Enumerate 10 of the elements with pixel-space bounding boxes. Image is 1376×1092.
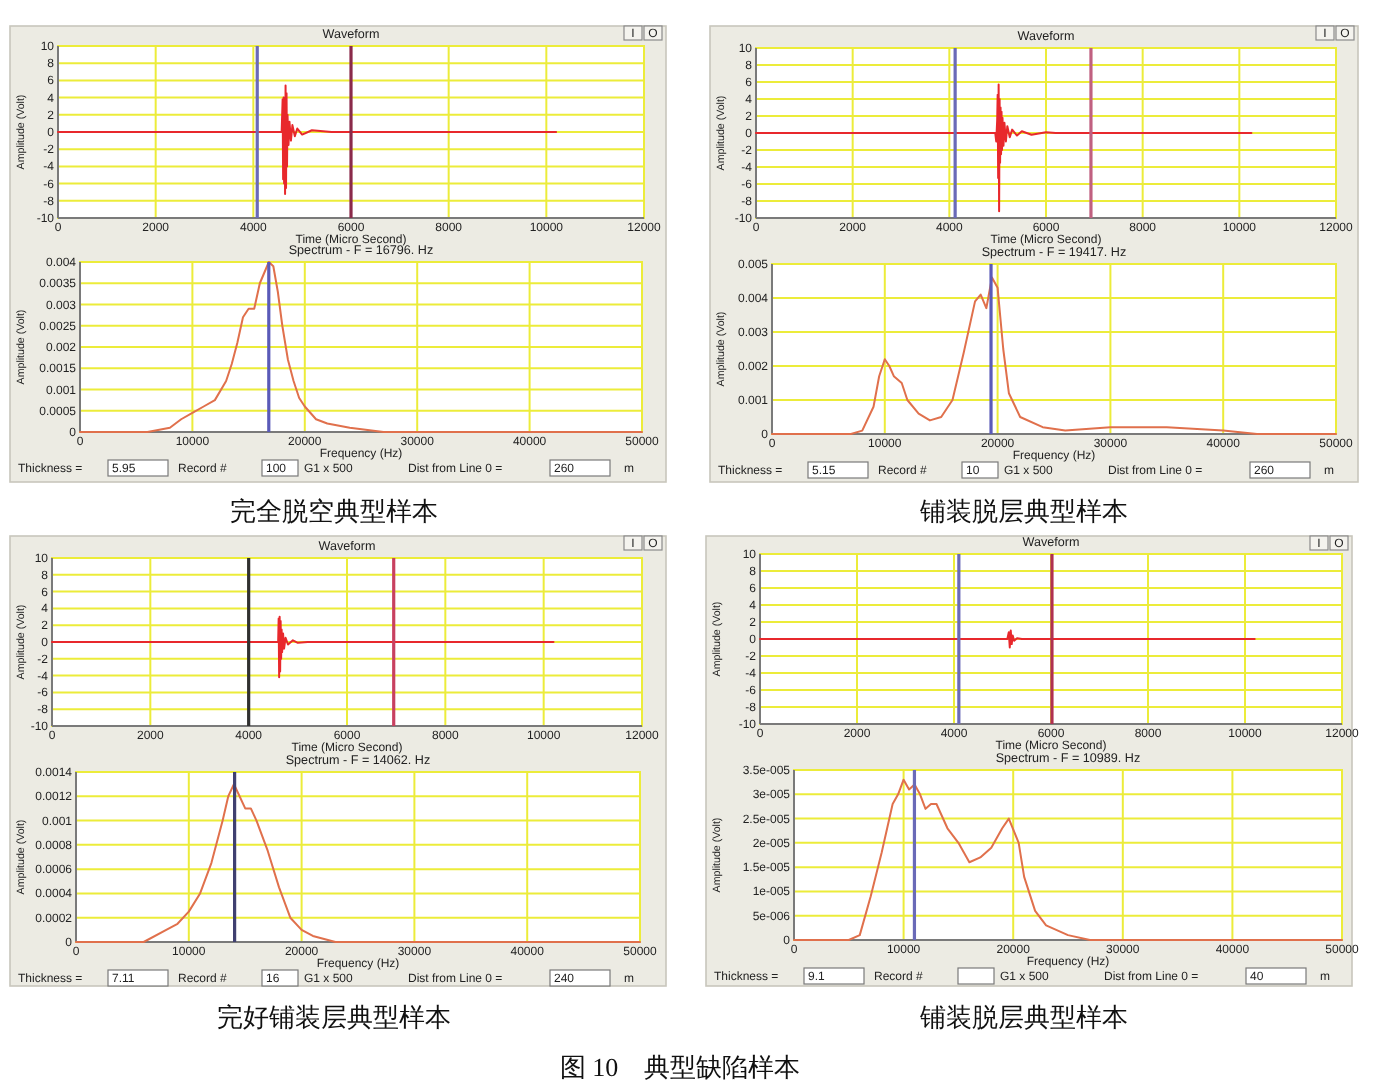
text: 完全脱空典型样本 xyxy=(230,496,438,526)
text: 完好铺装层典型样本 xyxy=(217,1002,451,1032)
line-series xyxy=(57,84,558,195)
line-series xyxy=(51,615,555,679)
line-series xyxy=(759,629,1256,649)
line-series xyxy=(79,261,643,433)
line-series xyxy=(755,83,1253,213)
caption: 图 10 典型缺陷样本 xyxy=(559,1052,801,1082)
text: 铺装脱层典型样本 xyxy=(918,1002,1128,1032)
text: 铺装脱层典型样本 xyxy=(918,496,1128,526)
